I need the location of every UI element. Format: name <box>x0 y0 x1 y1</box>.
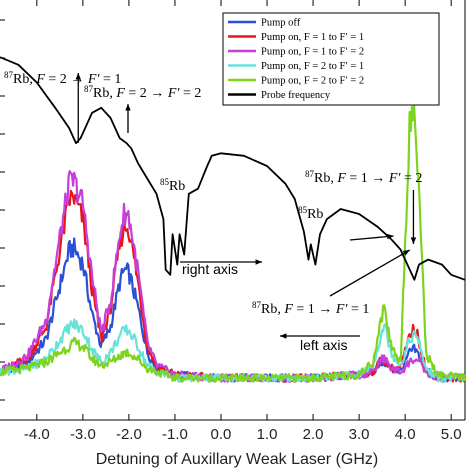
x-tick-label: 3.0 <box>349 426 370 443</box>
arrow-87rb-f1-f1-b <box>349 235 394 241</box>
legend-box <box>222 12 440 106</box>
annotation-a3: 85Rb <box>160 177 185 194</box>
right-axis-arrow-head <box>255 259 262 265</box>
axes-frame: -4.0 -3.0 -2.0 -1.0 0.0 1.0 2.0 3.0 4.0 5.0 <box>0 0 466 443</box>
x-tick-label: 1.0 <box>257 426 278 443</box>
arrow-87rb-f2-f1-head <box>75 73 81 80</box>
arrow-87rb-f1-f1 <box>329 249 411 297</box>
legend-label: Pump on, F = 1 to F′ = 1 <box>261 32 364 43</box>
x-tick-label: -1.0 <box>162 426 188 443</box>
legend-label: Probe frequency <box>261 90 331 101</box>
arrow-87rb-f1-f1-head <box>402 250 410 256</box>
series-4 <box>0 318 467 383</box>
legend-label: Pump off <box>261 18 301 29</box>
legend-label: Pump on, F = 1 to F′ = 2 <box>261 47 364 58</box>
left-axis-arrow-head <box>280 333 287 339</box>
series-line <box>0 56 466 281</box>
x-tick-label: 4.0 <box>395 426 416 443</box>
annotation-a1: 87Rb, F = 2 → F′ = 1 <box>4 70 121 87</box>
series-6 <box>0 56 466 281</box>
arrow-87rb-f1-f1-b-head <box>386 233 394 240</box>
series-line <box>0 318 467 383</box>
series-5 <box>0 104 467 383</box>
annotation-a2: 87Rb, F = 2 → F′ = 2 <box>84 84 201 101</box>
x-tick-label: 0.0 <box>211 426 232 443</box>
x-tick-label: -2.0 <box>116 426 142 443</box>
arrow-87rb-f1-f2-head <box>410 237 417 244</box>
series-layer <box>0 56 467 383</box>
arrow-87rb-f2-f2-head <box>125 104 131 111</box>
series-line <box>0 104 467 383</box>
annotation-a4: 85Rb <box>298 205 323 222</box>
annotation-a5: 87Rb, F = 1 → F′ = 2 <box>305 169 422 186</box>
x-axis-label: Detuning of Auxillary Weak Laser (GHz) <box>96 451 378 468</box>
left-axis-annotation: left axis <box>300 337 347 353</box>
legend-label: Pump on, F = 2 to F′ = 2 <box>261 76 364 87</box>
right-axis-annotation: right axis <box>182 261 238 277</box>
x-tick-label: 2.0 <box>303 426 324 443</box>
annotation-a6: 87Rb, F = 1 → F′ = 1 <box>252 300 369 317</box>
legend: Pump off Pump on, F = 1 to F′ = 1 Pump on,… <box>222 12 440 106</box>
x-tick-label: -3.0 <box>70 426 96 443</box>
x-tick-label: -4.0 <box>24 426 50 443</box>
x-tick-label: 5.0 <box>441 426 462 443</box>
legend-label: Pump on, F = 2 to F′ = 1 <box>261 61 364 72</box>
